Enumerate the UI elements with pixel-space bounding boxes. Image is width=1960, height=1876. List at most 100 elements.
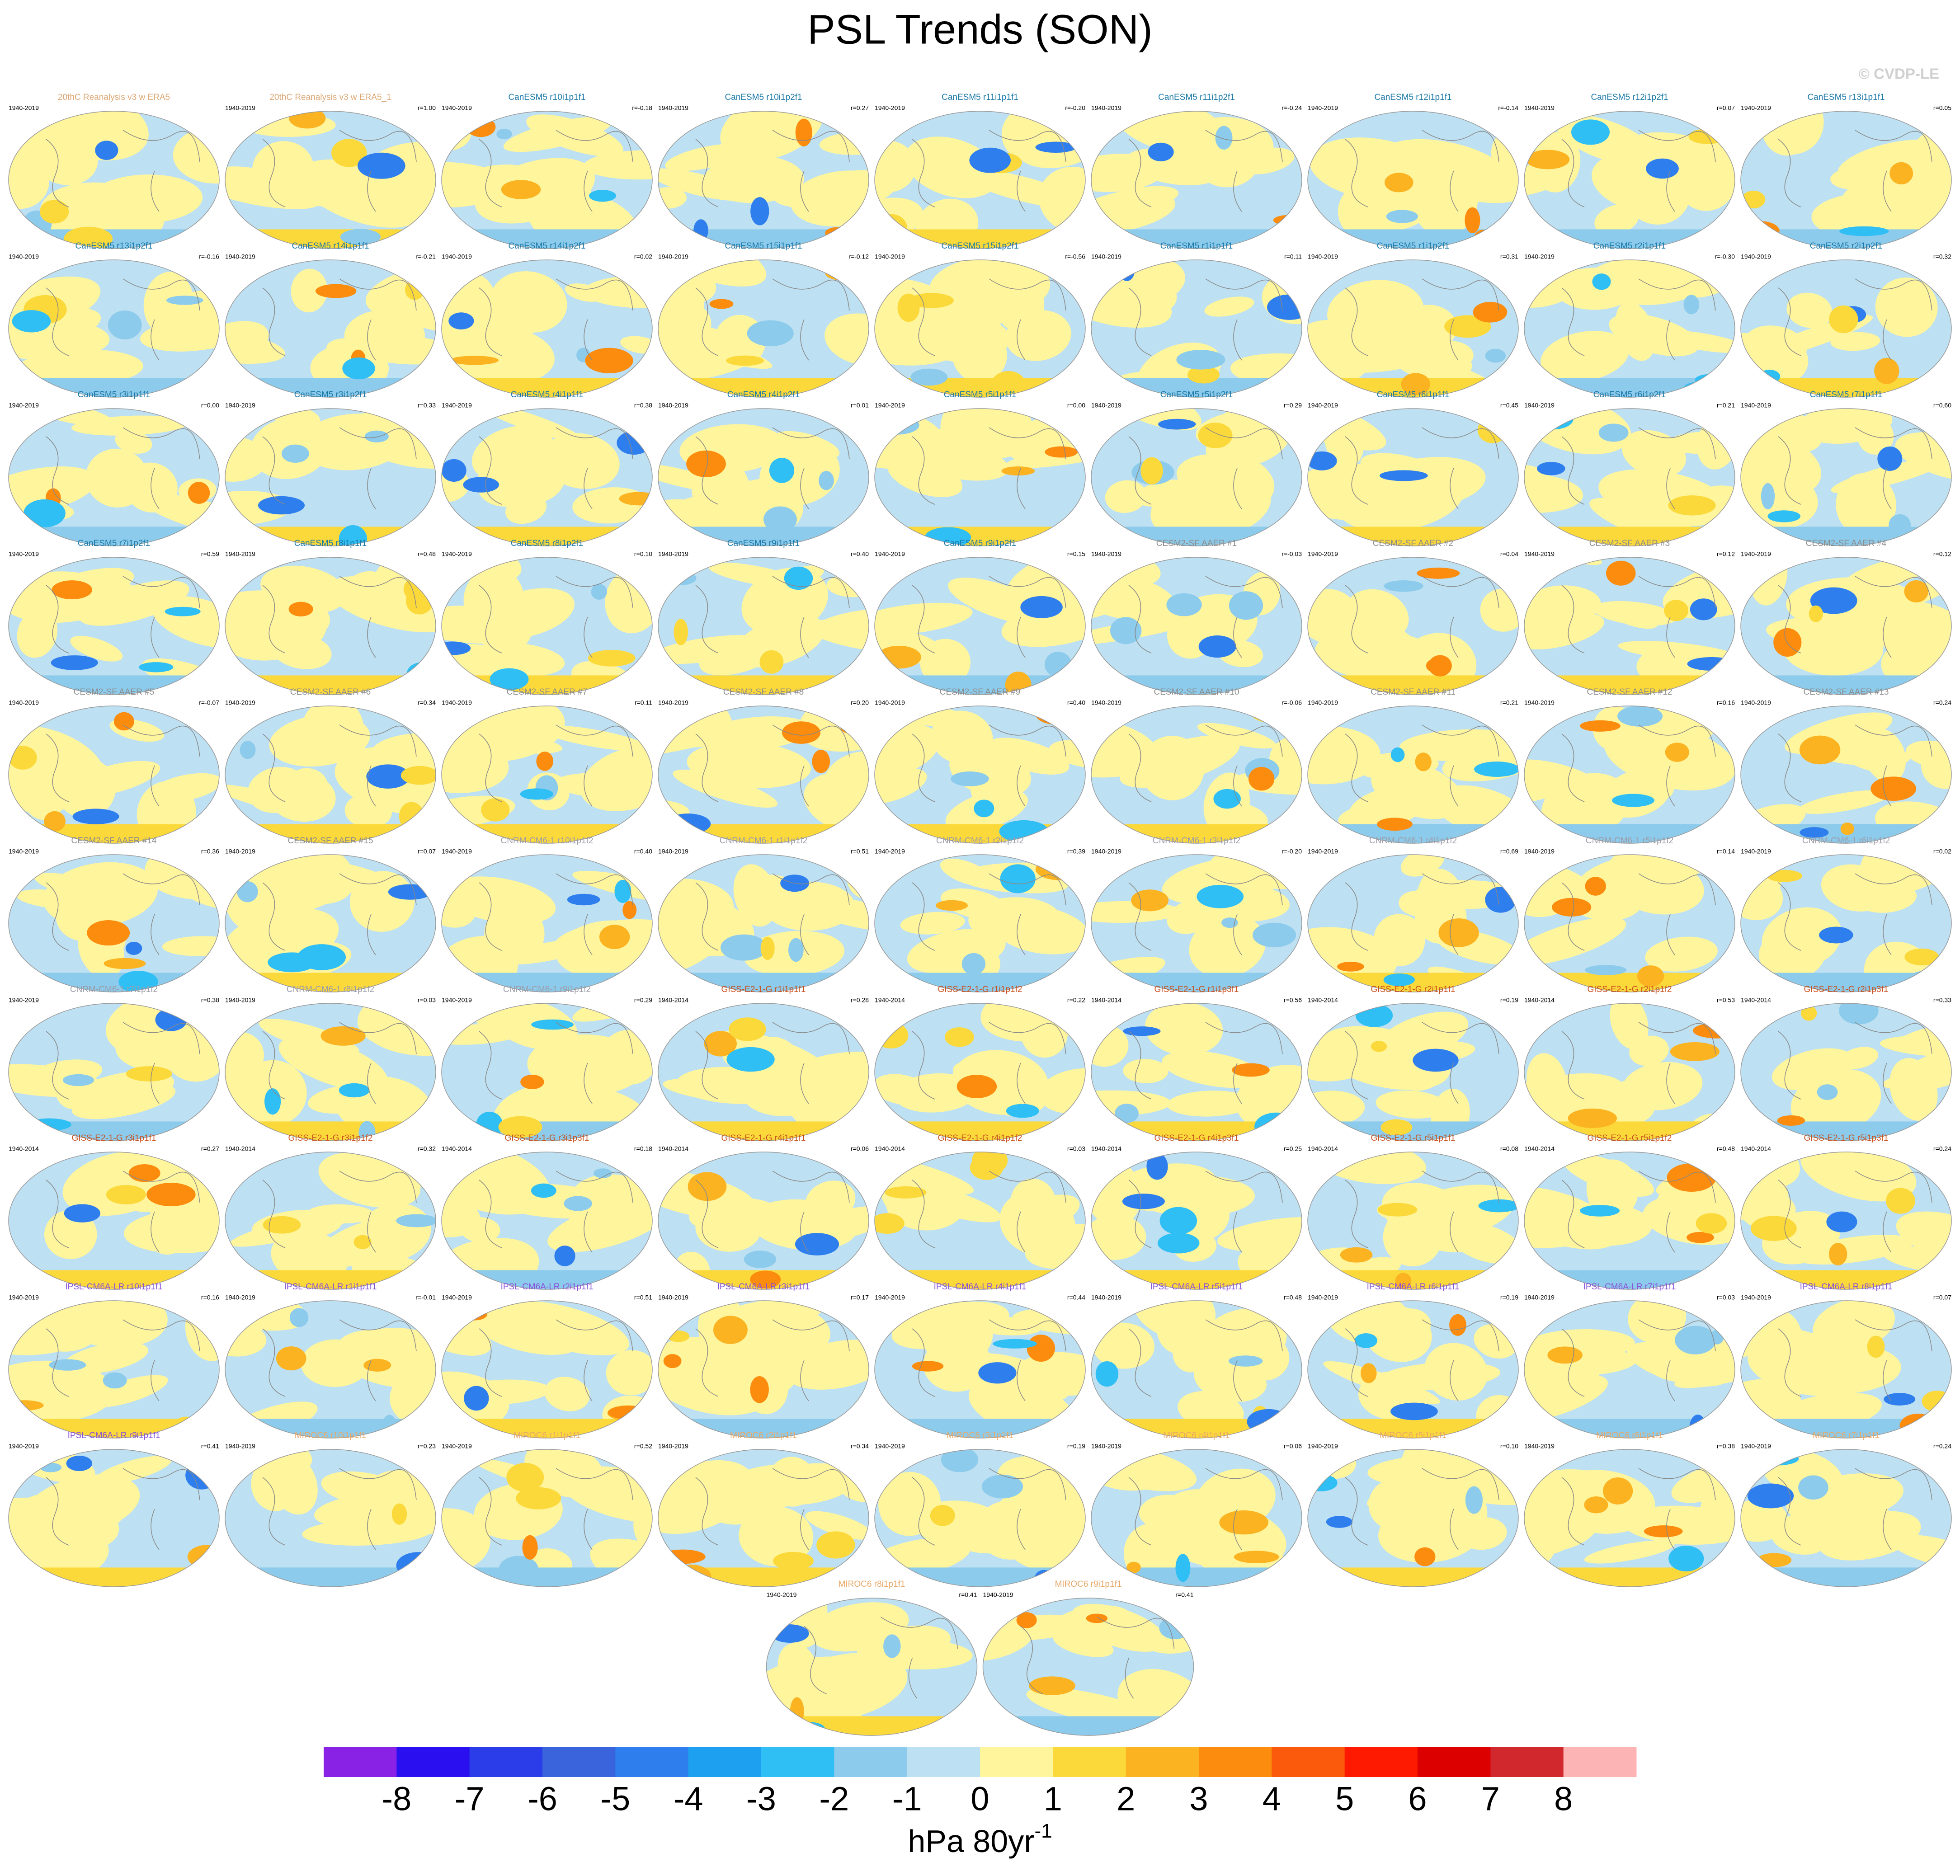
field-blob [693, 219, 708, 242]
field-blob [252, 141, 314, 198]
field-blob [1855, 882, 1917, 913]
panel-label: MIROC6 r3i1p1f1 [947, 1431, 1013, 1440]
map-outline [1307, 854, 1519, 992]
map-field [9, 855, 219, 992]
field-blob [763, 506, 797, 533]
field-blob [1010, 1194, 1080, 1232]
coastline [695, 427, 850, 509]
field-blob [760, 936, 775, 960]
map-panel: MIROC6 r1i1p1f1 1940-2019 r=0.52 [441, 1431, 653, 1587]
field-blob [115, 1021, 207, 1072]
map-field [658, 409, 869, 546]
field-blob [1625, 164, 1691, 225]
map-outline [1740, 111, 1952, 249]
field-blob [1477, 417, 1508, 443]
colorbar-box [324, 1747, 397, 1777]
panel-correlation: r=0.02 [634, 253, 652, 260]
field-blob [463, 477, 499, 493]
field-blob [79, 580, 189, 626]
map-field [9, 409, 219, 546]
map-panel: CESM2-SF AAER #9 1940-2019 r=0.40 [874, 687, 1086, 844]
coastline [1345, 1468, 1499, 1550]
panel-label: CanESM5 r8i1p2f1 [511, 539, 584, 548]
map-outline [441, 408, 653, 546]
map-field [442, 557, 652, 695]
map-outline [1091, 1152, 1302, 1290]
panel-correlation: r=0.00 [1067, 402, 1085, 409]
panel-label: CanESM5 r7i1p2f1 [78, 539, 151, 548]
field-blob [278, 1036, 388, 1091]
field-blob [1219, 1510, 1268, 1535]
field-blob [1896, 1211, 1951, 1260]
panel-correlation: r=0.24 [1933, 1145, 1951, 1152]
field-blob [987, 738, 1070, 775]
field-blob [876, 645, 921, 669]
field-blob [522, 1535, 538, 1560]
panel-correlation: r=0.40 [1067, 699, 1085, 706]
field-blob [1690, 598, 1717, 621]
panel-correlation: r=0.60 [1933, 402, 1951, 409]
copyright: © CVDP-LE [1859, 66, 1939, 82]
coastline [1778, 1171, 1932, 1253]
field-blob [70, 635, 123, 662]
map-outline [225, 854, 436, 992]
panel-label: GISS-E2-1-G r3i1p1f1 [72, 1133, 156, 1143]
field-blob [1162, 856, 1289, 905]
field-polar-band [442, 1567, 652, 1587]
panel-correlation: r=0.56 [1284, 997, 1302, 1004]
field-blob [1750, 1216, 1797, 1241]
map-outline [874, 705, 1086, 844]
map-panel: GISS-E2-1-G r1i1p3f1 1940-2014 r=0.56 [1091, 985, 1302, 1141]
map-panel: CanESM5 r9i1p2f1 1940-2019 r=0.15 [874, 539, 1086, 695]
title: PSL Trends (SON) [807, 6, 1153, 52]
panel-correlation: r=0.02 [1933, 848, 1951, 855]
field-blob [288, 602, 313, 617]
colorbar-tick-label: -8 [382, 1780, 411, 1818]
panel-label: CanESM5 r14i1p2f1 [508, 241, 585, 251]
panel-period: 1940-2019 [442, 104, 472, 112]
panel-label: CanESM5 r4i1p2f1 [727, 390, 800, 400]
field-blob [126, 1066, 172, 1081]
panel-period: 1940-2019 [225, 997, 255, 1004]
field-blob [1552, 898, 1592, 917]
field-blob [1308, 451, 1337, 470]
map-panel: CanESM5 r15i1p1f1 1940-2019 r=-0.12 [658, 241, 869, 398]
field-blob [1767, 510, 1801, 522]
panel-correlation: r=-0.24 [1282, 104, 1302, 112]
panel-label: 20thC Reanalysis v3 w ERA5 [58, 93, 170, 102]
field-blob [1889, 1058, 1938, 1121]
field-blob [225, 332, 285, 364]
colorbar-box [834, 1747, 908, 1777]
panel-correlation: r=0.03 [1717, 1294, 1735, 1301]
map-panel: GISS-E2-1-G r4i1p1f1 1940-2014 r=0.06 [658, 1133, 869, 1290]
map-outline [1740, 1300, 1952, 1439]
panel-correlation: r=0.08 [1500, 1145, 1518, 1152]
panel-label: CanESM5 r8i1p1f1 [294, 539, 367, 548]
field-blob [1162, 1051, 1264, 1088]
map-panel: MIROC6 r6i1p1f1 1940-2019 r=0.38 [1524, 1431, 1735, 1587]
field-blob [113, 712, 134, 731]
coastline [1778, 576, 1932, 658]
map-outline [1740, 1003, 1952, 1141]
map-panel: IPSL-CM6A-LR r8i1p1f1 1940-2019 r=0.07 [1740, 1282, 1952, 1439]
coastline [1561, 427, 1716, 509]
field-blob [69, 183, 198, 203]
coastline [695, 278, 850, 361]
map-panel: CanESM5 r3i1p1f1 1940-2019 r=0.00 [8, 390, 220, 546]
field-blob [961, 953, 986, 975]
panel-period: 1940-2014 [442, 1145, 472, 1152]
colorbar-tick-label: 0 [971, 1780, 989, 1818]
panel-label: GISS-E2-1-G r1i1p1f1 [721, 985, 806, 994]
map-field [875, 855, 1085, 992]
map-outline [658, 705, 869, 844]
panel-correlation: r=0.24 [1933, 699, 1951, 706]
panel-period: 1940-2019 [9, 1443, 39, 1450]
field-blob [585, 348, 633, 373]
field-blob [1401, 373, 1431, 395]
field-blob [146, 1183, 196, 1207]
panel-label: CESM2-SF AAER #5 [74, 687, 154, 697]
field-blob [699, 635, 779, 676]
map-field [983, 1598, 1194, 1735]
field-blob [733, 864, 778, 927]
panel-label: CESM2-SF AAER #13 [1803, 687, 1889, 697]
